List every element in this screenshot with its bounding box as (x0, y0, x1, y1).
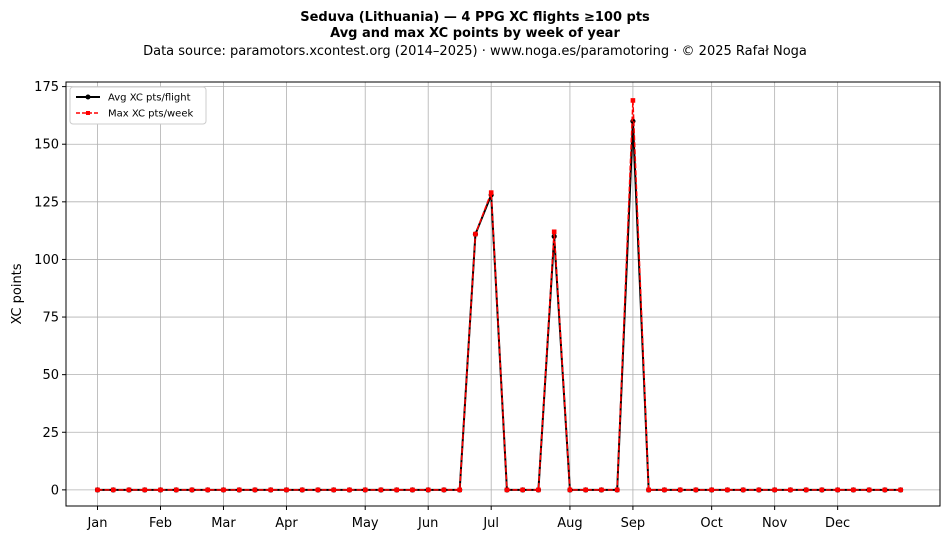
axis-ticks: 0 25 50 75 100 125 150 175 Jan Feb Mar Apr May Jun Jul… (34, 80, 850, 531)
y-tick-label: 125 (34, 195, 59, 210)
point-max (756, 487, 762, 493)
point-max (803, 487, 809, 493)
point-max (110, 487, 116, 493)
point-max (614, 487, 620, 493)
point-max (520, 487, 525, 493)
point-max (457, 487, 462, 493)
grid (66, 82, 940, 506)
point-max (788, 487, 793, 493)
y-tick-label: 0 (51, 483, 59, 498)
point-max (205, 487, 211, 493)
point-max (425, 487, 431, 493)
legend-label-avg: Avg XC pts/flight (108, 93, 191, 104)
point-max (725, 487, 730, 493)
x-tick-label: Mar (211, 516, 236, 531)
point-avg (630, 118, 636, 124)
point-max (410, 487, 415, 493)
y-tick-label: 150 (34, 138, 59, 153)
chart-title: Seduva (Lithuania) — 4 PPG XC flights ≥1… (300, 10, 650, 25)
point-max (693, 487, 699, 493)
point-max (835, 487, 840, 493)
point-max (709, 487, 714, 493)
point-max (740, 487, 746, 493)
legend-marker-avg (85, 94, 91, 100)
plot-area (94, 98, 904, 493)
point-max (126, 487, 132, 493)
point-max (441, 487, 447, 493)
x-tick-label: Dec (825, 516, 850, 531)
y-tick-label: 175 (34, 80, 59, 95)
point-max (142, 487, 148, 493)
point-max (378, 487, 384, 493)
x-tick-label: Jun (417, 516, 438, 531)
point-max (504, 487, 510, 493)
x-tick-label: Jul (482, 516, 499, 531)
point-max (95, 487, 100, 493)
legend-box (69, 86, 207, 125)
series-line-avg (97, 120, 901, 491)
point-max (536, 487, 541, 493)
legend-marker-max (86, 111, 90, 115)
y-tick-label: 25 (42, 426, 59, 441)
point-max (646, 487, 651, 493)
series-line-max (97, 99, 901, 491)
plot-frame (65, 81, 941, 507)
y-axis-label: XC points (10, 263, 25, 324)
point-max (315, 487, 321, 493)
point-max (599, 487, 604, 493)
point-max (851, 487, 856, 493)
point-max (284, 487, 289, 493)
x-tick-label: Nov (762, 516, 788, 531)
legend: Avg XC pts/flight Max XC pts/week (69, 86, 207, 125)
point-max (473, 231, 478, 237)
point-max (882, 487, 888, 493)
point-max (252, 487, 258, 493)
point-max (819, 487, 825, 493)
chart-source: Data source: paramotors.xcontest.org (20… (143, 44, 807, 59)
point-max (567, 487, 573, 493)
x-tick-label: Oct (700, 516, 722, 531)
x-tick-label: Sep (621, 516, 646, 531)
point-max (331, 487, 337, 493)
point-max (268, 487, 274, 493)
point-max (362, 487, 368, 493)
x-tick-label: Jan (86, 516, 107, 531)
point-max (394, 487, 400, 493)
point-max (221, 487, 226, 493)
legend-label-max: Max XC pts/week (108, 109, 193, 120)
point-max (236, 487, 242, 493)
point-max (488, 190, 494, 195)
y-tick-label: 75 (42, 311, 59, 326)
x-tick-label: May (352, 516, 379, 531)
chart-subtitle: Avg and max XC points by week of year (330, 26, 620, 41)
point-max (898, 487, 903, 493)
point-max (630, 98, 636, 103)
point-max (551, 229, 557, 235)
y-tick-label: 50 (42, 368, 59, 383)
point-max (299, 487, 305, 493)
x-tick-label: Apr (275, 516, 298, 531)
point-max (189, 487, 195, 493)
x-tick-label: Feb (149, 516, 172, 531)
point-max (866, 487, 872, 493)
point-max (173, 487, 179, 493)
x-tick-label: Aug (557, 516, 582, 531)
point-max (158, 487, 163, 493)
point-max (662, 487, 667, 493)
point-max (347, 487, 352, 493)
point-max (677, 487, 683, 493)
point-max (583, 487, 588, 493)
point-max (772, 487, 777, 493)
y-tick-label: 100 (34, 253, 59, 268)
